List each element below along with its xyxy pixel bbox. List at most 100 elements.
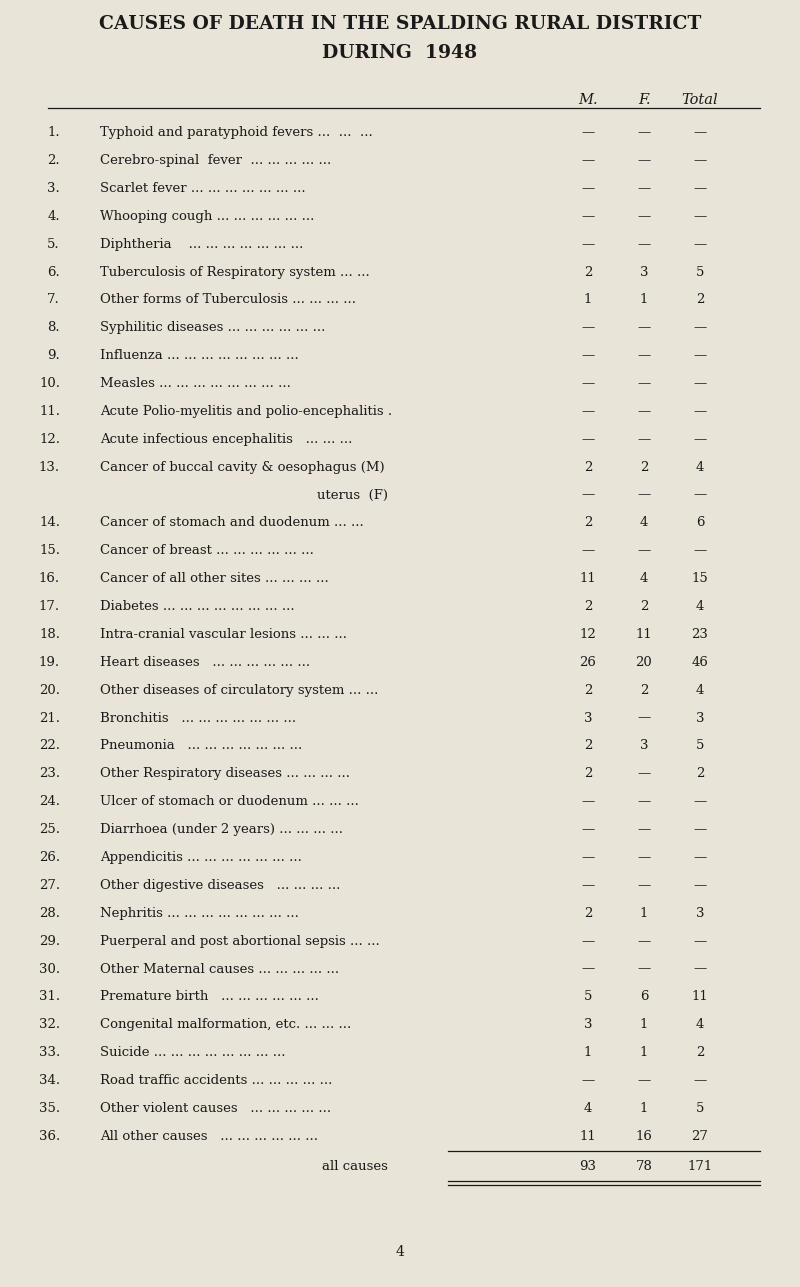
Text: 2: 2 — [584, 683, 592, 696]
Text: 14.: 14. — [39, 516, 60, 529]
Text: 2: 2 — [696, 1046, 704, 1059]
Text: 27.: 27. — [39, 879, 60, 892]
Text: Influenza ... ... ... ... ... ... ... ...: Influenza ... ... ... ... ... ... ... ..… — [100, 349, 298, 362]
Text: 5: 5 — [696, 740, 704, 753]
Text: 35.: 35. — [39, 1102, 60, 1115]
Text: 8.: 8. — [47, 322, 60, 335]
Text: —: — — [638, 489, 650, 502]
Text: 1: 1 — [640, 1102, 648, 1115]
Text: —: — — [694, 322, 706, 335]
Text: Ulcer of stomach or duodenum ... ... ...: Ulcer of stomach or duodenum ... ... ... — [100, 795, 359, 808]
Text: —: — — [582, 126, 594, 139]
Text: —: — — [694, 795, 706, 808]
Text: 78: 78 — [635, 1161, 653, 1174]
Text: Pneumonia   ... ... ... ... ... ... ...: Pneumonia ... ... ... ... ... ... ... — [100, 740, 302, 753]
Text: —: — — [694, 824, 706, 837]
Text: 2.: 2. — [47, 154, 60, 167]
Text: —: — — [694, 126, 706, 139]
Text: 1.: 1. — [47, 126, 60, 139]
Text: Nephritis ... ... ... ... ... ... ... ...: Nephritis ... ... ... ... ... ... ... ..… — [100, 907, 299, 920]
Text: Premature birth   ... ... ... ... ... ...: Premature birth ... ... ... ... ... ... — [100, 991, 319, 1004]
Text: —: — — [638, 767, 650, 780]
Text: All other causes   ... ... ... ... ... ...: All other causes ... ... ... ... ... ... — [100, 1130, 318, 1143]
Text: 4: 4 — [696, 683, 704, 696]
Text: —: — — [638, 851, 650, 864]
Text: 2: 2 — [584, 767, 592, 780]
Text: —: — — [694, 1075, 706, 1088]
Text: 2: 2 — [696, 767, 704, 780]
Text: —: — — [694, 963, 706, 976]
Text: 3: 3 — [584, 1018, 592, 1031]
Text: 3: 3 — [640, 265, 648, 278]
Text: —: — — [582, 432, 594, 445]
Text: Congenital malformation, etc. ... ... ...: Congenital malformation, etc. ... ... ..… — [100, 1018, 351, 1031]
Text: 2: 2 — [640, 683, 648, 696]
Text: 11: 11 — [580, 1130, 596, 1143]
Text: 4: 4 — [584, 1102, 592, 1115]
Text: 31.: 31. — [39, 991, 60, 1004]
Text: 4: 4 — [696, 461, 704, 474]
Text: —: — — [582, 405, 594, 418]
Text: Intra-cranial vascular lesions ... ... ...: Intra-cranial vascular lesions ... ... .… — [100, 628, 347, 641]
Text: 17.: 17. — [39, 600, 60, 613]
Text: —: — — [638, 210, 650, 223]
Text: 171: 171 — [687, 1161, 713, 1174]
Text: 18.: 18. — [39, 628, 60, 641]
Text: —: — — [582, 238, 594, 251]
Text: Other Respiratory diseases ... ... ... ...: Other Respiratory diseases ... ... ... .… — [100, 767, 350, 780]
Text: 3: 3 — [640, 740, 648, 753]
Text: —: — — [694, 154, 706, 167]
Text: uterus  (F): uterus (F) — [317, 489, 388, 502]
Text: —: — — [638, 934, 650, 947]
Text: 20: 20 — [636, 656, 652, 669]
Text: 2: 2 — [696, 293, 704, 306]
Text: Other digestive diseases   ... ... ... ...: Other digestive diseases ... ... ... ... — [100, 879, 340, 892]
Text: —: — — [638, 432, 650, 445]
Text: —: — — [582, 824, 594, 837]
Text: —: — — [694, 432, 706, 445]
Text: 2: 2 — [584, 516, 592, 529]
Text: Diabetes ... ... ... ... ... ... ... ...: Diabetes ... ... ... ... ... ... ... ... — [100, 600, 294, 613]
Text: Scarlet fever ... ... ... ... ... ... ...: Scarlet fever ... ... ... ... ... ... ..… — [100, 181, 306, 194]
Text: 25.: 25. — [39, 824, 60, 837]
Text: —: — — [694, 377, 706, 390]
Text: 22.: 22. — [39, 740, 60, 753]
Text: —: — — [582, 544, 594, 557]
Text: F.: F. — [638, 93, 650, 107]
Text: —: — — [638, 1075, 650, 1088]
Text: 21.: 21. — [39, 712, 60, 725]
Text: 3: 3 — [584, 712, 592, 725]
Text: 6.: 6. — [47, 265, 60, 278]
Text: Bronchitis   ... ... ... ... ... ... ...: Bronchitis ... ... ... ... ... ... ... — [100, 712, 296, 725]
Text: 28.: 28. — [39, 907, 60, 920]
Text: —: — — [638, 322, 650, 335]
Text: 30.: 30. — [39, 963, 60, 976]
Text: —: — — [638, 795, 650, 808]
Text: —: — — [638, 963, 650, 976]
Text: 3: 3 — [696, 907, 704, 920]
Text: 1: 1 — [640, 1046, 648, 1059]
Text: Cerebro-spinal  fever  ... ... ... ... ...: Cerebro-spinal fever ... ... ... ... ... — [100, 154, 331, 167]
Text: Cancer of all other sites ... ... ... ...: Cancer of all other sites ... ... ... ..… — [100, 573, 329, 586]
Text: —: — — [582, 851, 594, 864]
Text: Syphilitic diseases ... ... ... ... ... ...: Syphilitic diseases ... ... ... ... ... … — [100, 322, 326, 335]
Text: 2: 2 — [584, 265, 592, 278]
Text: 2: 2 — [584, 740, 592, 753]
Text: —: — — [582, 210, 594, 223]
Text: 11: 11 — [580, 573, 596, 586]
Text: —: — — [694, 181, 706, 194]
Text: DURING  1948: DURING 1948 — [322, 44, 478, 62]
Text: 5.: 5. — [47, 238, 60, 251]
Text: Measles ... ... ... ... ... ... ... ...: Measles ... ... ... ... ... ... ... ... — [100, 377, 291, 390]
Text: —: — — [694, 210, 706, 223]
Text: 2: 2 — [640, 461, 648, 474]
Text: Puerperal and post abortional sepsis ... ...: Puerperal and post abortional sepsis ...… — [100, 934, 380, 947]
Text: Tuberculosis of Respiratory system ... ...: Tuberculosis of Respiratory system ... .… — [100, 265, 370, 278]
Text: 20.: 20. — [39, 683, 60, 696]
Text: 7.: 7. — [47, 293, 60, 306]
Text: 2: 2 — [584, 907, 592, 920]
Text: 5: 5 — [696, 265, 704, 278]
Text: —: — — [638, 879, 650, 892]
Text: 93: 93 — [579, 1161, 597, 1174]
Text: 1: 1 — [584, 293, 592, 306]
